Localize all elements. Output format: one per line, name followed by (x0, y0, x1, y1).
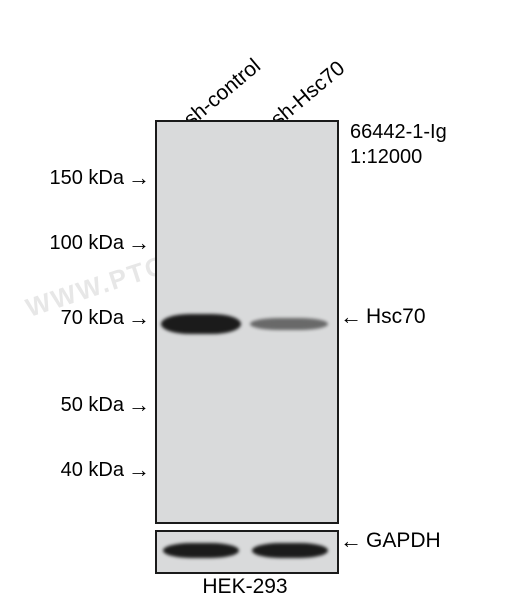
marker-text-2: 70 kDa (61, 307, 124, 330)
figure-container: WWW.PTGLAB.COM sh-controlsh-Hsc70 150 kD… (0, 0, 508, 605)
band-gapdh-lane0 (163, 543, 239, 558)
antibody-info: 66442-1-Ig 1:12000 (350, 120, 447, 170)
arrow-right-icon: → (128, 230, 150, 256)
marker-2: 70 kDa→ (0, 305, 150, 331)
gapdh-annotation: ← GAPDH (340, 528, 441, 554)
band-hsc70-lane0 (161, 314, 241, 334)
marker-3: 50 kDa→ (0, 392, 150, 418)
hsc70-label: Hsc70 (366, 305, 426, 329)
band-hsc70-lane1 (250, 318, 328, 330)
arrow-right-icon: → (128, 457, 150, 483)
marker-text-3: 50 kDa (61, 394, 124, 417)
marker-0: 150 kDa→ (0, 165, 150, 191)
arrow-right-icon: → (128, 305, 150, 331)
marker-text-1: 100 kDa (50, 232, 125, 255)
marker-1: 100 kDa→ (0, 230, 150, 256)
band-gapdh-lane1 (252, 543, 328, 558)
marker-text-0: 150 kDa (50, 167, 125, 190)
hsc70-annotation: ← Hsc70 (340, 304, 426, 330)
gapdh-label: GAPDH (366, 529, 441, 553)
antibody-catalog: 66442-1-Ig (350, 120, 447, 145)
antibody-dilution: 1:12000 (350, 145, 447, 170)
marker-text-4: 40 kDa (61, 459, 124, 482)
marker-4: 40 kDa→ (0, 457, 150, 483)
arrow-right-icon: → (128, 392, 150, 418)
cell-line-label: HEK-293 (155, 575, 335, 599)
arrow-left-icon: ← (340, 304, 362, 330)
arrow-right-icon: → (128, 165, 150, 191)
arrow-left-icon: ← (340, 528, 362, 554)
